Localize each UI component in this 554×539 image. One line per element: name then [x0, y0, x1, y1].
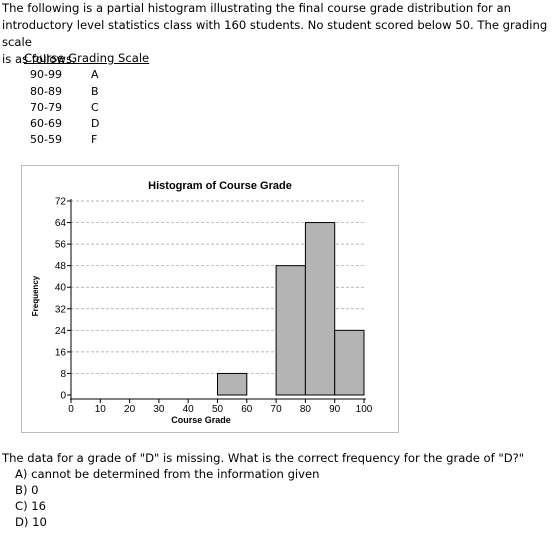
x-tick-label: 80 [300, 404, 312, 415]
x-tick-label: 50 [212, 404, 224, 415]
axis-layer: 0 8 16 24 32 40 48 56 64 72 0 10 20 30 40 50 60 70 80 90 100 [55, 197, 373, 416]
x-tick-label: 30 [153, 404, 165, 415]
x-tick-label: 40 [183, 404, 195, 415]
answer-option-b[interactable]: B) 0 [15, 483, 39, 497]
x-axis-label: Course Grade [171, 415, 231, 425]
grade-letter: A [91, 68, 99, 81]
y-tick-label: 16 [55, 347, 67, 358]
x-tick-label: 20 [124, 404, 136, 415]
histogram-chart: Histogram of Course Grade Course Grade F… [21, 165, 399, 433]
grade-range: 60-69 [30, 117, 62, 130]
grade-letter: F [91, 133, 98, 146]
grading-scale-title: Course Grading Scale [24, 51, 150, 65]
grade-letter: B [91, 85, 99, 98]
answer-option-c[interactable]: C) 16 [15, 499, 47, 513]
answer-option-a[interactable]: A) cannot be determined from the informa… [15, 467, 320, 481]
y-tick-label: 64 [55, 218, 67, 229]
y-tick-label: 56 [55, 240, 67, 251]
x-tick-label: 0 [68, 404, 74, 415]
histogram-bar [334, 329, 365, 396]
y-tick-label: 48 [55, 261, 67, 272]
grading-scale-row: 90-99 A [30, 68, 120, 85]
histogram-bar [275, 265, 306, 396]
grade-letter: D [91, 117, 100, 130]
x-tick-label: 60 [241, 404, 253, 415]
intro-line-3: is as follows. [2, 52, 76, 66]
grading-scale-row: 80-89 B [30, 85, 120, 102]
grade-range: 90-99 [30, 68, 62, 81]
x-tick-label: 10 [95, 404, 107, 415]
intro-line-1: The following is a partial histogram ill… [2, 1, 511, 15]
grade-range: 80-89 [30, 85, 62, 98]
x-tick-label: 70 [271, 404, 283, 415]
x-tick-label: 90 [329, 404, 341, 415]
grade-range: 50-59 [30, 133, 62, 146]
x-tick-label: 100 [356, 404, 373, 415]
bar-layer [217, 222, 365, 396]
grading-scale-row: 70-79 C [30, 101, 120, 118]
histogram-bar [304, 222, 336, 396]
grade-range: 70-79 [30, 101, 62, 114]
y-tick-label: 72 [55, 197, 67, 208]
problem-intro: The following is a partial histogram ill… [2, 0, 554, 68]
question-text: The data for a grade of "D" is missing. … [2, 451, 525, 465]
y-tick-label: 32 [55, 304, 67, 315]
y-tick-label: 8 [60, 369, 66, 380]
y-tick-label: 24 [55, 326, 67, 337]
grading-scale-row: 50-59 F [30, 133, 120, 150]
y-axis-label: Frequency [31, 275, 40, 316]
histogram-bar [217, 372, 248, 396]
intro-line-2: introductory level statistics class with… [2, 18, 548, 49]
grading-scale-row: 60-69 D [30, 117, 120, 134]
y-tick-label: 40 [55, 283, 67, 294]
answer-option-d[interactable]: D) 10 [15, 515, 47, 529]
y-tick-label: 0 [60, 391, 66, 402]
grade-letter: C [91, 101, 99, 114]
chart-title: Histogram of Course Grade [148, 180, 292, 192]
histogram-svg: Histogram of Course Grade Course Grade F… [31, 180, 373, 425]
